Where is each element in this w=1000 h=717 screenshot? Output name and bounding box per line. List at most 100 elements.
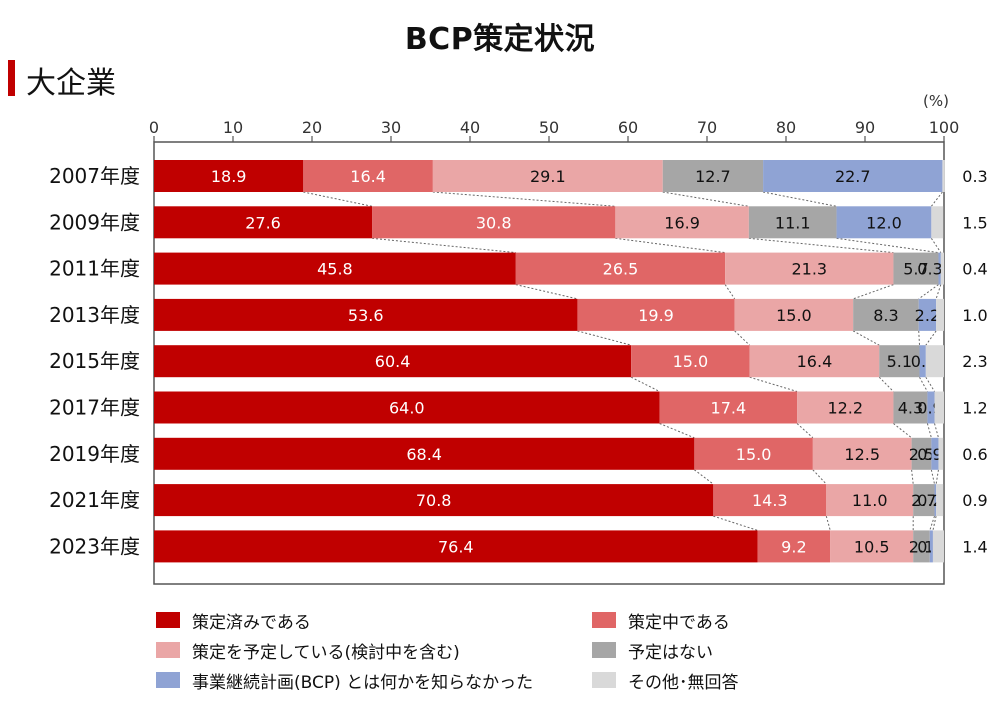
data-label: 2.7	[911, 491, 936, 510]
legend-item: 策定済みである	[156, 608, 311, 633]
data-label: 1.4	[962, 537, 987, 556]
data-label: 11.0	[852, 491, 888, 510]
data-label: 26.5	[603, 260, 639, 279]
bar-segment	[515, 252, 726, 285]
legend-swatch	[156, 612, 180, 628]
bar-segment	[925, 345, 944, 378]
connector-line	[930, 191, 943, 207]
bar-segment	[942, 160, 945, 192]
bar-segment	[154, 530, 758, 563]
legend-swatch	[592, 642, 616, 658]
bar-segment	[918, 298, 937, 331]
bar-segment	[154, 252, 516, 285]
bar-segment	[812, 437, 912, 470]
connector-line	[918, 284, 939, 300]
data-label: 0.3	[917, 260, 942, 279]
bar-segment	[913, 530, 930, 563]
unit-label: (%)	[923, 92, 949, 110]
legend-label: 策定済みである	[192, 612, 311, 633]
bar-segment	[154, 484, 714, 517]
legend-swatch	[592, 672, 616, 688]
connector-line	[577, 330, 632, 346]
connector-line	[918, 330, 921, 346]
data-label: 12.5	[844, 445, 880, 464]
data-label: 16.4	[350, 167, 386, 186]
connector-line	[796, 423, 814, 439]
x-tick-label: 100	[929, 118, 960, 137]
data-label: 19.9	[638, 306, 674, 325]
data-label: 9.2	[781, 537, 806, 556]
data-label: 16.4	[797, 352, 833, 371]
bar-segment	[154, 345, 632, 378]
bar-segment	[932, 530, 944, 563]
bar-segment	[372, 206, 616, 239]
connector-line	[935, 469, 939, 485]
bar-segment	[797, 391, 894, 424]
bar-segment	[931, 206, 944, 239]
connector-line	[930, 238, 942, 253]
bar-segment	[836, 206, 932, 239]
bar-segment	[432, 160, 663, 192]
category-label: 2011年度	[49, 257, 140, 281]
connector-line	[852, 330, 880, 346]
bar-segment	[936, 484, 944, 517]
data-label: 8.3	[873, 306, 898, 325]
data-label: 14.3	[752, 491, 788, 510]
data-label: 1.0	[962, 306, 987, 325]
bar-segment	[940, 252, 944, 285]
connector-line	[852, 284, 894, 300]
connector-line	[930, 469, 936, 485]
legend-swatch	[156, 672, 180, 688]
legend-item: 予定はない	[592, 638, 713, 663]
legend-label: 予定はない	[628, 642, 713, 663]
data-label: 22.7	[835, 167, 871, 186]
category-label: 2023年度	[49, 534, 140, 558]
data-label: 0.6	[962, 445, 987, 464]
data-label: 18.9	[211, 167, 247, 186]
category-label: 2021年度	[49, 488, 140, 512]
x-tick-label: 10	[223, 118, 243, 137]
bar-segment	[154, 391, 660, 424]
data-label: 0.9	[917, 445, 942, 464]
data-label: 4.3	[898, 399, 923, 418]
legend-item: 策定を予定している(検討中を含む)	[156, 638, 460, 663]
connector-line	[878, 376, 894, 392]
bar-segment	[763, 160, 943, 192]
data-label: 1.5	[962, 213, 987, 232]
connector-line	[694, 469, 714, 485]
category-label: 2017年度	[49, 396, 140, 420]
x-tick-label: 50	[539, 118, 559, 137]
bar-segment	[938, 252, 941, 285]
data-label: 17.4	[711, 399, 747, 418]
bar-segment	[913, 484, 935, 517]
x-tick-label: 60	[618, 118, 638, 137]
legend-label: その他･無回答	[628, 672, 739, 693]
bar-segment	[929, 530, 933, 563]
data-label: 12.2	[827, 399, 863, 418]
bar-segment	[154, 206, 373, 239]
bar-segment	[662, 160, 764, 192]
bar-segment	[934, 484, 937, 517]
bar-segment	[931, 437, 939, 470]
category-label: 2013年度	[49, 303, 140, 327]
bar-segment	[934, 391, 944, 424]
bar-segment	[893, 252, 939, 285]
legend-swatch	[592, 612, 616, 628]
data-label: 0.4	[962, 260, 987, 279]
data-label: 15.0	[673, 352, 709, 371]
category-label: 2019年度	[49, 442, 140, 466]
data-label: 12.7	[695, 167, 731, 186]
bar-segment	[713, 484, 827, 517]
bar-segment	[631, 345, 750, 378]
bar-segment	[893, 391, 928, 424]
x-tick-label: 80	[776, 118, 796, 137]
category-label: 2007年度	[49, 164, 140, 188]
bar-segment	[919, 345, 926, 378]
connector-line	[734, 330, 751, 346]
x-tick-label: 90	[855, 118, 875, 137]
legend-item: その他･無回答	[592, 668, 739, 693]
legend-label: 策定を予定している(検討中を含む)	[192, 642, 460, 663]
connector-line	[303, 191, 373, 207]
x-tick-label: 30	[381, 118, 401, 137]
bar-segment	[577, 298, 735, 331]
